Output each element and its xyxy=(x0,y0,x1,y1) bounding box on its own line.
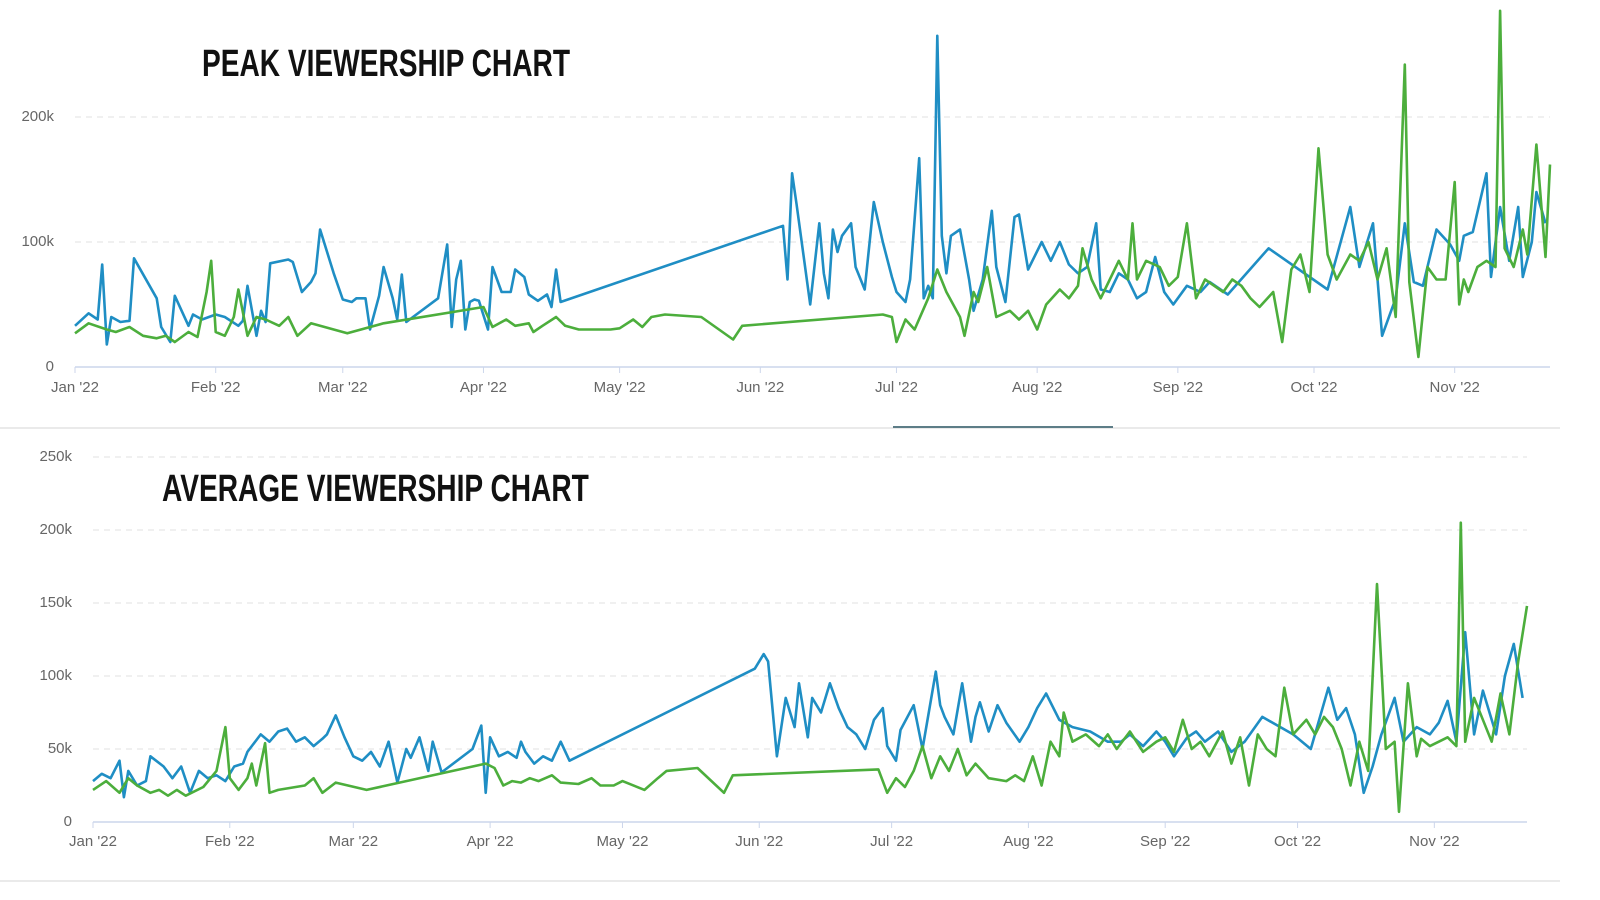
y-tick-label: 0 xyxy=(64,813,72,830)
y-tick-label: 100k xyxy=(39,667,72,684)
chart: 0 50k 100k 150k 200k 250k Jan '22 Feb '22 Mar '2… xyxy=(39,448,1529,850)
x-tick-label: Nov '22 xyxy=(1429,379,1479,396)
x-tick-label: Oct '22 xyxy=(1274,833,1321,850)
x-tick-label: Mar '22 xyxy=(329,833,379,850)
x-tick-label: Feb '22 xyxy=(191,379,241,396)
chart: 0 100k 200k Jan '22 Feb '22 Mar '22 Apr '22 May… xyxy=(21,9,1552,396)
x-tick-label: Jan '22 xyxy=(51,379,99,396)
y-tick-label: 50k xyxy=(48,740,73,757)
x-tick-label: Feb '22 xyxy=(205,833,255,850)
x-tick-label: Nov '22 xyxy=(1409,833,1459,850)
x-tick-label: Aug '22 xyxy=(1012,379,1062,396)
y-tick-label: 0 xyxy=(46,358,54,375)
data-line xyxy=(92,521,1529,814)
data-line xyxy=(74,9,1552,359)
y-tick-label: 200k xyxy=(21,108,54,125)
chart-title: AVERAGE VIEWERSHIP CHART xyxy=(162,468,589,510)
x-tick-label: May '22 xyxy=(596,833,648,850)
x-tick-label: Apr '22 xyxy=(467,833,514,850)
x-tick-label: Apr '22 xyxy=(460,379,507,396)
y-tick-label: 200k xyxy=(39,521,72,538)
x-tick-label: Oct '22 xyxy=(1290,379,1337,396)
data-line xyxy=(92,630,1524,799)
x-tick-label: Jun '22 xyxy=(736,379,784,396)
x-tick-label: Jun '22 xyxy=(735,833,783,850)
x-tick-label: Jan '22 xyxy=(69,833,117,850)
x-tick-label: Sep '22 xyxy=(1153,379,1203,396)
y-tick-label: 100k xyxy=(21,233,54,250)
y-tick-label: 250k xyxy=(39,448,72,465)
x-tick-label: Sep '22 xyxy=(1140,833,1190,850)
y-tick-label: 150k xyxy=(39,594,72,611)
x-tick-label: Aug '22 xyxy=(1003,833,1053,850)
data-line xyxy=(74,34,1547,346)
x-tick-label: Jul '22 xyxy=(875,379,918,396)
chart-title: PEAK VIEWERSHIP CHART xyxy=(202,43,570,85)
x-tick-label: Mar '22 xyxy=(318,379,368,396)
x-tick-label: May '22 xyxy=(594,379,646,396)
x-tick-label: Jul '22 xyxy=(870,833,913,850)
